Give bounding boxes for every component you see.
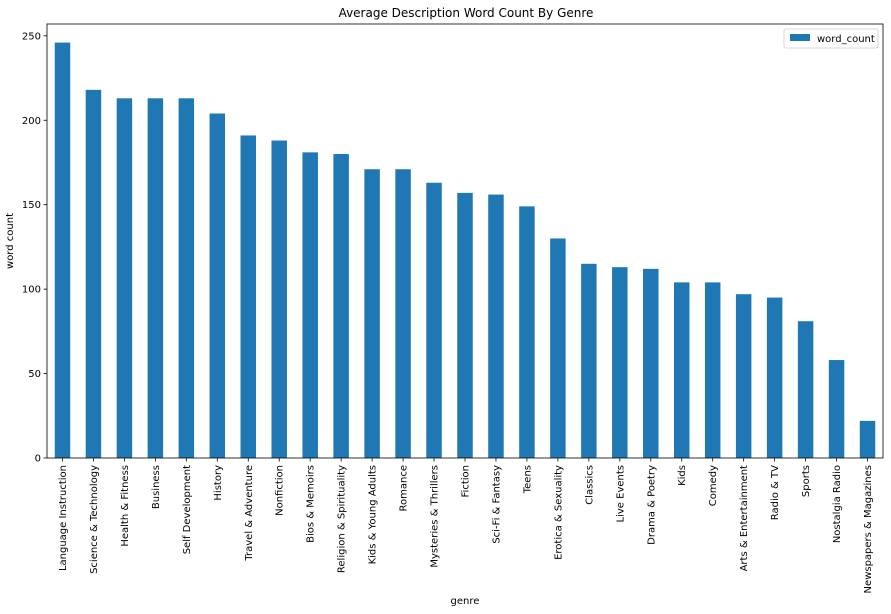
bar-3	[147, 98, 164, 459]
bar-13	[457, 192, 473, 459]
x-tick-label-11: Romance	[399, 465, 410, 511]
x-tick-label-15: Teens	[522, 465, 533, 494]
x-tick-label-14: Sci-Fi & Fantasy	[491, 465, 502, 544]
x-axis-label: genre	[451, 596, 480, 607]
bar-12	[426, 182, 442, 458]
bar-25	[828, 360, 845, 458]
bar-23	[766, 297, 783, 458]
y-tick-label-5: 250	[22, 31, 41, 42]
x-tick-label-9: Religion & Spirituality	[337, 465, 348, 573]
bar-20	[674, 282, 690, 458]
x-tick-label-20: Kids	[677, 465, 688, 486]
bar-0	[54, 42, 71, 459]
y-tick-label-3: 150	[22, 200, 41, 211]
x-tick-label-2: Health & Fitness	[120, 465, 131, 547]
legend-swatch	[790, 34, 810, 41]
bars-group	[54, 42, 876, 459]
plot-frame	[46, 23, 884, 459]
bar-4	[178, 98, 195, 459]
legend: word_count	[783, 28, 879, 49]
x-axis: Language Instruction Science & Technology…	[58, 458, 874, 593]
x-tick-label-13: Fiction	[461, 465, 472, 497]
bar-17	[581, 263, 597, 458]
bar-16	[550, 238, 566, 458]
bar-8	[302, 152, 318, 458]
bar-1	[85, 89, 102, 458]
bar-6	[240, 135, 256, 458]
y-tick-label-0: 0	[35, 454, 41, 465]
y-tick-label-4: 200	[22, 116, 41, 127]
x-tick-label-0: Language Instruction	[58, 465, 69, 571]
x-tick-label-4: Self Development	[182, 465, 193, 554]
x-tick-label-16: Erotica & Sexuality	[553, 465, 564, 560]
bar-24	[797, 321, 814, 458]
x-tick-label-19: Drama & Poetry	[646, 465, 657, 545]
legend-box	[783, 28, 879, 49]
x-tick-label-17: Classics	[584, 465, 595, 505]
x-tick-label-10: Kids & Young Adults	[368, 465, 379, 564]
y-tick-label-2: 100	[22, 285, 41, 296]
legend-label: word_count	[817, 34, 875, 45]
x-tick-label-24: Sports	[801, 465, 812, 497]
bar-19	[643, 268, 659, 458]
y-axis-label: word count	[5, 213, 16, 269]
x-tick-label-18: Live Events	[615, 465, 626, 522]
bar-26	[859, 420, 876, 458]
bar-2	[116, 98, 133, 459]
bar-15	[519, 206, 535, 458]
x-tick-label-1: Science & Technology	[89, 465, 100, 574]
x-tick-label-21: Comedy	[708, 465, 719, 506]
x-tick-label-22: Arts & Entertainment	[739, 465, 750, 571]
x-tick-label-25: Nostalgia Radio	[832, 465, 843, 543]
x-tick-label-6: Travel & Adventure	[244, 465, 255, 562]
x-tick-label-5: History	[213, 465, 224, 501]
bar-7	[271, 140, 287, 458]
bar-5	[209, 113, 226, 458]
x-tick-label-3: Business	[151, 465, 162, 509]
bar-10	[364, 169, 380, 459]
y-axis: 0 50 100 150 200 250	[22, 31, 47, 465]
x-tick-label-8: Bios & Memoirs	[306, 465, 317, 543]
x-tick-label-23: Radio & TV	[770, 465, 781, 520]
x-tick-label-7: Nonfiction	[275, 465, 286, 516]
y-tick-label-1: 50	[28, 369, 41, 380]
bar-18	[612, 267, 628, 458]
bar-9	[333, 154, 349, 458]
chart-title: Average Description Word Count By Genre	[339, 6, 594, 20]
bar-22	[735, 294, 752, 458]
bar-14	[488, 194, 504, 459]
bar-21	[704, 282, 721, 458]
x-tick-label-26: Newspapers & Magazines	[863, 465, 874, 593]
x-tick-label-12: Mysteries & Thrillers	[430, 465, 441, 568]
bar-11	[395, 169, 411, 459]
